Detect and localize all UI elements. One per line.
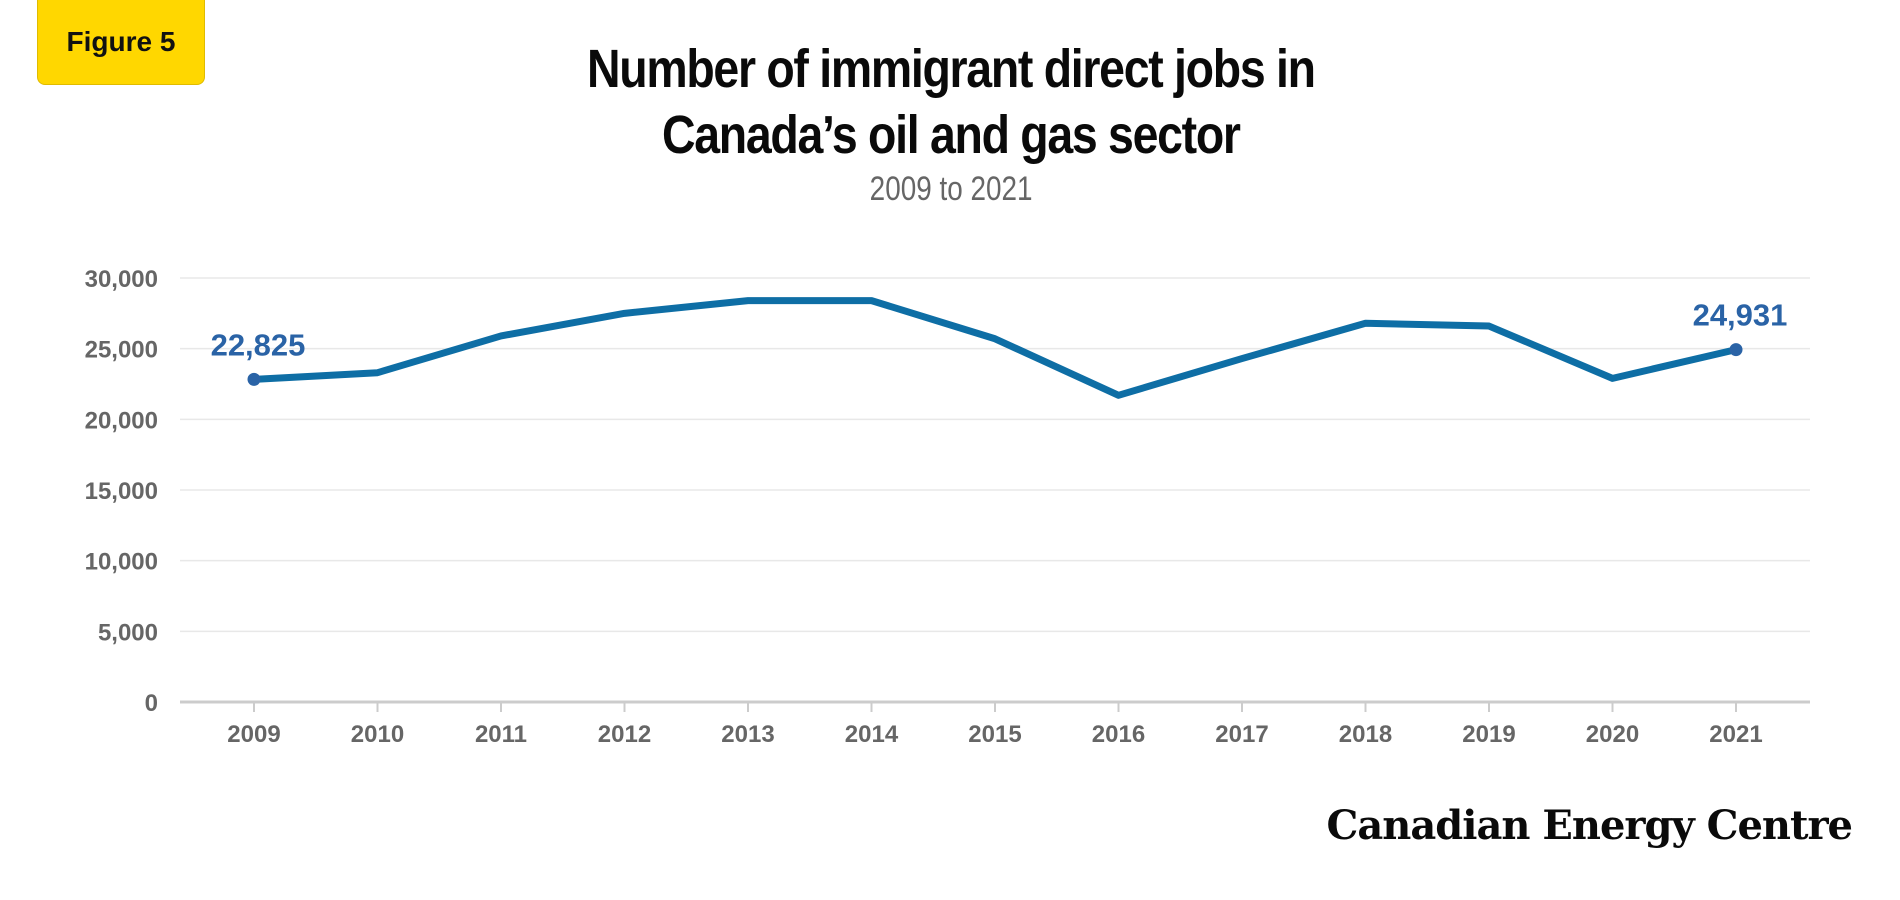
x-tick-label: 2014	[845, 721, 899, 748]
chart-title-line-2: Canada’s oil and gas sector	[661, 105, 1241, 165]
chart-title: Number of immigrant direct jobs in Canad…	[134, 36, 1768, 168]
y-tick-label: 20,000	[85, 407, 158, 434]
series-line	[250, 297, 1740, 399]
x-tick-label: 2019	[1462, 721, 1515, 748]
x-tick-label: 2017	[1215, 721, 1268, 748]
x-tick-label: 2009	[227, 721, 280, 748]
brand-logo: Canadian Energy Centre	[1326, 802, 1853, 849]
y-tick-label: 0	[145, 690, 158, 717]
chart-subtitle: 2009 to 2021	[869, 170, 1033, 208]
x-tick-label: 2011	[475, 721, 527, 748]
x-tick-label: 2012	[598, 721, 651, 748]
x-tick-label: 2020	[1586, 721, 1639, 748]
x-tick-label: 2013	[721, 721, 774, 748]
data-point-marker	[1729, 343, 1743, 357]
y-tick-label: 5,000	[98, 619, 158, 646]
x-tick-label: 2016	[1092, 721, 1145, 748]
y-tick-label: 25,000	[85, 337, 158, 364]
x-tick-label: 2021	[1709, 721, 1762, 748]
x-tick-label: 2015	[968, 721, 1021, 748]
chart-title-line-1: Number of immigrant direct jobs in	[587, 39, 1316, 99]
y-tick-label: 10,000	[85, 549, 158, 576]
y-tick-label: 15,000	[85, 478, 158, 505]
data-label: 22,825	[211, 327, 306, 362]
x-tick-label: 2018	[1339, 721, 1392, 748]
data-point-marker	[247, 372, 261, 386]
y-tick-label: 30,000	[85, 266, 158, 293]
figure-badge: Figure 5	[37, 0, 205, 85]
data-label: 24,931	[1693, 298, 1788, 333]
x-tick-label: 2010	[351, 721, 404, 748]
